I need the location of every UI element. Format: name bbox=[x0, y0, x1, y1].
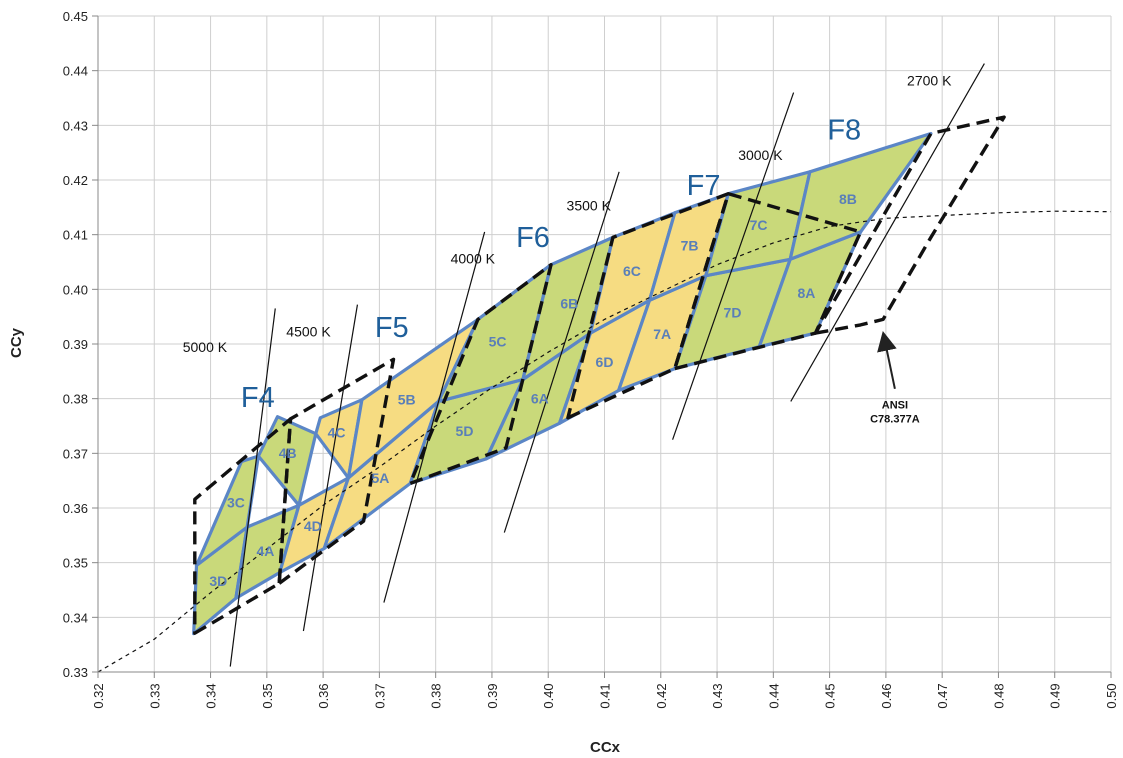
x-tick-label: 0.47 bbox=[935, 683, 950, 708]
x-tick-label: 0.36 bbox=[316, 683, 331, 708]
axes: 0.32 0.33 0.34 0.35 0.36 0.37 0.38 0.39 0.40 0.41… bbox=[63, 9, 1119, 709]
blackbody-curve bbox=[97, 210, 1112, 673]
x-tick-label: 0.49 bbox=[1048, 683, 1063, 708]
x-tick-label: 0.39 bbox=[485, 683, 500, 708]
bin-label: 4A bbox=[256, 543, 274, 559]
x-tick-label: 0.37 bbox=[372, 683, 387, 708]
x-tick-label: 0.45 bbox=[823, 683, 838, 708]
bin-label: 6A bbox=[531, 391, 549, 407]
y-tick-label: 0.34 bbox=[63, 610, 88, 625]
x-tick-label: 0.40 bbox=[541, 683, 556, 708]
cct-line bbox=[302, 304, 359, 632]
y-tick-label: 0.40 bbox=[63, 282, 88, 297]
cct-lines: 5000 K 4500 K 4000 K 3500 K 3000 K 2700 K bbox=[183, 63, 985, 667]
bin-label: 3C bbox=[227, 495, 245, 511]
y-tick-label: 0.45 bbox=[63, 9, 88, 24]
x-tick-label: 0.41 bbox=[598, 683, 613, 708]
y-tick-label: 0.39 bbox=[63, 337, 88, 352]
bin-label: 4C bbox=[328, 424, 346, 440]
group-label-f6: F6 bbox=[516, 222, 550, 254]
bin-label: 5B bbox=[398, 392, 416, 408]
cct-label: 2700 K bbox=[907, 72, 952, 88]
bin-label: 6D bbox=[596, 354, 614, 370]
ansi-region-3500k bbox=[566, 191, 730, 420]
y-tick-label: 0.36 bbox=[63, 501, 88, 516]
group-label-f5: F5 bbox=[375, 312, 409, 344]
group-label-f8: F8 bbox=[827, 115, 861, 147]
ansi-regions bbox=[193, 115, 1006, 635]
ansi-region-2700k bbox=[813, 115, 1006, 335]
x-tick-label: 0.46 bbox=[879, 683, 894, 708]
cct-label: 4500 K bbox=[286, 323, 331, 339]
y-tick-label: 0.41 bbox=[63, 228, 88, 243]
annotation-label: C78.377A bbox=[870, 414, 920, 426]
y-tick-label: 0.35 bbox=[63, 556, 88, 571]
x-tick-label: 0.42 bbox=[654, 683, 669, 708]
y-tick-label: 0.37 bbox=[63, 446, 88, 461]
bin-label: 5A bbox=[371, 470, 389, 486]
cct-line bbox=[229, 308, 276, 667]
y-tick-label: 0.44 bbox=[63, 64, 88, 79]
group-label-f4: F4 bbox=[241, 382, 275, 414]
x-axis-title: CCx bbox=[590, 739, 621, 756]
bin-label: 4D bbox=[304, 518, 322, 534]
bin-label: 4B bbox=[279, 445, 297, 461]
cct-line bbox=[790, 63, 985, 402]
y-tick-label: 0.33 bbox=[63, 665, 88, 680]
annotation-arrow bbox=[877, 330, 897, 390]
ansi-region-5000k bbox=[193, 417, 293, 635]
cct-label: 3500 K bbox=[567, 198, 612, 214]
cct-label: 3000 K bbox=[738, 147, 783, 163]
annotation-label: ANSI bbox=[882, 400, 908, 412]
x-tick-label: 0.50 bbox=[1104, 683, 1119, 708]
blackbody-locus bbox=[97, 210, 1112, 673]
x-tick-label: 0.35 bbox=[260, 683, 275, 708]
group-labels: F4 F5 F6 F7 F8 bbox=[241, 115, 861, 414]
bin-label: 5C bbox=[489, 333, 507, 349]
bin-label: 6C bbox=[623, 263, 641, 279]
cct-line bbox=[503, 171, 620, 533]
bin-label: 8B bbox=[839, 191, 857, 207]
ansi-region-4000k bbox=[408, 263, 553, 486]
y-axis-title: CCy bbox=[8, 327, 25, 358]
bin-label: 3D bbox=[209, 573, 227, 589]
bin-label: 8A bbox=[797, 285, 815, 301]
y-tick-label: 0.43 bbox=[63, 118, 88, 133]
bin-label: 7A bbox=[653, 326, 671, 342]
x-tick-label: 0.33 bbox=[147, 683, 162, 708]
annotation: ANSI C78.377A bbox=[870, 330, 920, 426]
x-tick-label: 0.44 bbox=[766, 683, 781, 708]
group-label-f7: F7 bbox=[687, 170, 721, 202]
bin-label: 7B bbox=[681, 238, 699, 254]
bin-label: 7C bbox=[750, 217, 768, 233]
cct-label: 5000 K bbox=[183, 339, 228, 355]
cct-line bbox=[672, 92, 795, 440]
x-tick-label: 0.38 bbox=[429, 683, 444, 708]
bin-label: 5D bbox=[456, 423, 474, 439]
x-tick-label: 0.34 bbox=[204, 683, 219, 708]
x-tick-label: 0.48 bbox=[991, 683, 1006, 708]
bin-label: 6B bbox=[560, 296, 578, 312]
x-tick-label: 0.43 bbox=[710, 683, 725, 708]
cct-label: 4000 K bbox=[451, 251, 496, 267]
cct-line bbox=[383, 231, 486, 603]
bin-label: 7D bbox=[724, 305, 742, 321]
y-tick-label: 0.42 bbox=[63, 173, 88, 188]
bin-labels: 3D 3C 4A 4B 4D 4C 5A 5B 5D 5C 6A 6B 6D 6C 7A 7B 7D 7C 8A 8B bbox=[209, 191, 857, 589]
y-tick-label: 0.38 bbox=[63, 392, 88, 407]
x-tick-label: 0.32 bbox=[91, 683, 106, 708]
